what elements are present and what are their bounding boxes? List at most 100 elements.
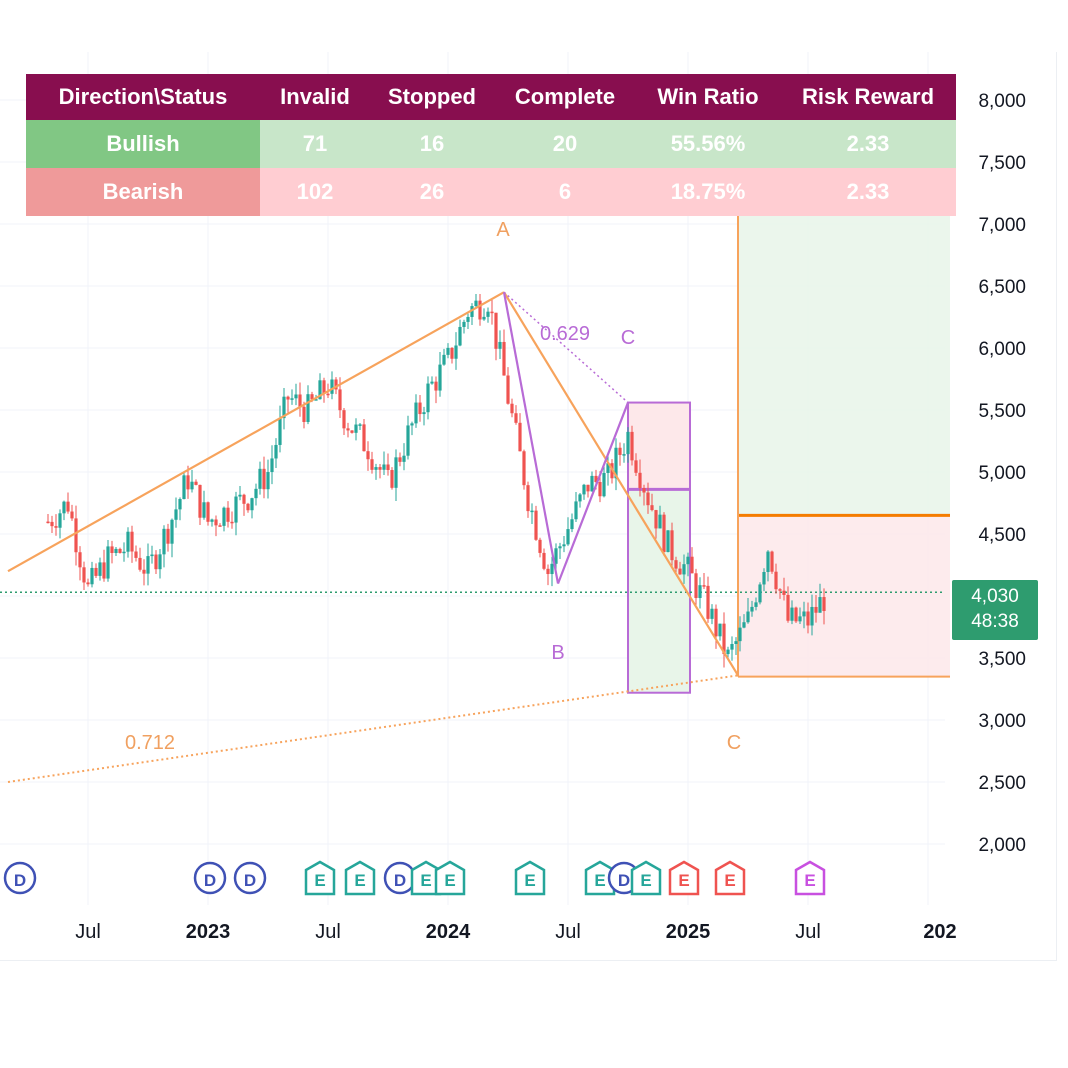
candle-body [318,380,322,400]
candle-body [170,519,174,544]
candle-body [782,590,786,595]
marker-label: E [524,871,535,890]
candle-body [550,563,554,575]
marker-label: E [678,871,689,890]
candle-body [110,546,114,554]
candle-body [418,402,422,415]
candle-body [466,316,470,322]
candle-body [482,316,486,320]
harmonic-patterns [7,291,739,783]
candle-body [510,403,514,414]
candle-body [606,463,610,473]
candle-body [690,556,694,574]
candle-body [338,389,342,411]
candle-body [798,616,802,622]
candle-body [138,557,142,570]
candle-body [266,472,270,490]
candle-body [106,546,110,579]
x-tick-label: Jul [315,921,341,943]
pattern-leg-bc [556,402,630,584]
candle-body [802,611,806,617]
candle-body [486,311,490,317]
candle-body [218,525,222,527]
cell-direction: Bearish [26,168,260,216]
candle-body [430,381,434,384]
candle-body [234,496,238,523]
marker-label: E [594,871,605,890]
candle-body [770,551,774,572]
ratio-line-purple [503,291,629,404]
y-tick-label: 5,000 [978,463,1026,484]
candle-body [414,402,418,424]
candle-body [310,394,314,400]
candle-body [374,467,378,470]
candle-body [194,481,198,485]
earnings-marker [668,860,700,896]
candle-body [702,585,706,587]
candle-body [210,519,214,522]
candle-body [494,312,498,349]
candle-body [362,424,366,452]
candle-body [630,431,634,461]
marker-label: D [394,871,406,890]
candle-body [642,487,646,493]
candle-body [294,394,298,399]
candle-body [686,556,690,565]
pattern-leg-ac [503,291,739,676]
last-price-value: 4,030 [971,586,1019,607]
candle-body [178,499,182,510]
x-tick-label: Jul [795,921,821,943]
candle-body [822,597,826,612]
candle-body [566,529,570,545]
candle-body [346,428,350,431]
candle-body [154,554,158,570]
candle-body [314,399,318,401]
bear-box [627,401,691,694]
candle-body [794,607,798,622]
candle-body [754,602,758,607]
candle-body [646,492,650,506]
candle-body [498,341,502,349]
x-tick-label: 2025 [666,921,711,943]
candle-body [382,464,386,470]
candle-body [62,501,66,514]
pattern-label-c-orange: C [727,732,741,754]
dividend-marker [233,861,267,895]
y-tick-label: 5,500 [978,401,1026,422]
y-tick-label: 3,000 [978,711,1026,732]
candle-body [454,345,458,359]
time-axis: Jul 2023 Jul 2024 Jul 2025 Jul 202 [75,921,956,943]
candle-body [614,447,618,479]
y-tick-label: 8,000 [978,91,1026,112]
candle-body [70,511,74,519]
candle-body [762,572,766,585]
candle-body [342,410,346,429]
col-complete: Complete [494,74,636,120]
candle-body [758,584,762,603]
candle-body [786,594,790,621]
candle-body [750,606,754,612]
candle-body [214,519,218,526]
candle-body [326,393,330,396]
candle-body [394,457,398,488]
x-tick-label: Jul [75,921,101,943]
pattern-label-b: B [551,642,564,664]
candle-body [442,354,446,365]
candle-body [158,554,162,570]
candle-body [562,544,566,547]
candle-body [358,424,362,426]
stop-zone [738,515,950,677]
candle-body [530,510,534,513]
candle-body [766,551,770,573]
candle-body [166,528,170,544]
candle-body [742,622,746,628]
candle-body [182,475,186,500]
candle-body [330,379,334,394]
cell-risk-reward: 2.33 [780,120,956,168]
x-tick-label: Jul [555,921,581,943]
earnings-marker [514,860,546,896]
marker-label: E [724,871,735,890]
cell-win-ratio: 18.75% [636,168,780,216]
candle-body [302,406,306,422]
candle-body [714,608,718,637]
